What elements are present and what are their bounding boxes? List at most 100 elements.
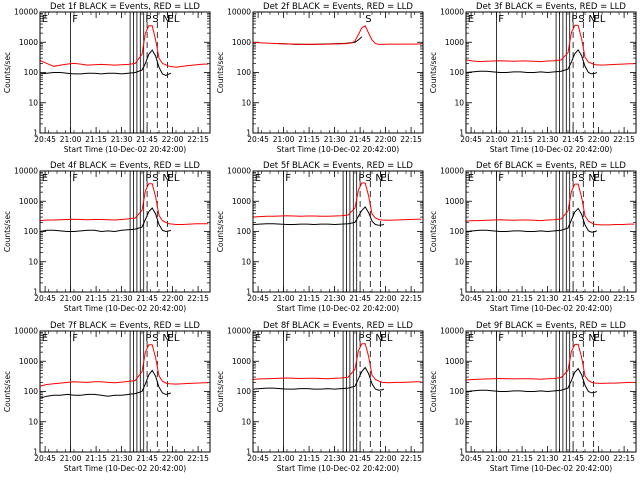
detector-panel-7: Det 7f BLACK = Events, RED = LLD Counts/s… [3,321,211,473]
x-tick-label: 21:45 [136,454,158,463]
x-tick-label: 22:15 [613,135,635,144]
interval-marker-label: EL [381,333,393,344]
y-axis-title: Counts/sec [216,52,225,93]
detector-panel-4: Det 4f BLACK = Events, RED = LLD Counts/s… [3,161,211,313]
x-tick-label: 22:00 [375,135,397,144]
interval-marker-label: F [72,173,78,184]
interval-marker-label: S [365,333,371,344]
events-series-line [253,366,385,391]
interval-marker-label: N [588,173,595,184]
y-tick-label: 10 [454,98,464,107]
plot-frame [465,170,637,293]
interval-marker-label: F [498,333,504,344]
y-axis-title: Counts/sec [3,211,12,252]
interval-marker-label: EL [168,14,180,25]
x-tick-label: 20:45 [460,454,482,463]
y-tick-label: 100 [450,68,465,77]
x-tick-label: 22:00 [588,135,610,144]
x-tick-label: 21:45 [562,135,584,144]
x-tick-label: 21:30 [537,135,559,144]
x-axis-title: Start Time (10-Dec-02 20:42:00) [277,464,399,473]
x-tick-label: 21:30 [111,294,133,303]
interval-marker-label: S [152,333,158,344]
x-tick-label: 21:15 [511,135,533,144]
interval-marker-label: EL [594,14,606,25]
interval-marker-label: F [285,333,291,344]
interval-marker-label: S [578,333,584,344]
y-axis-title: Counts/sec [216,371,225,412]
interval-marker-label: N [375,173,382,184]
y-axis-title: Counts/sec [3,52,12,93]
events-series-line [40,49,172,76]
y-tick-label: 10 [241,257,251,266]
x-tick-label: 21:30 [324,454,346,463]
events-series-line [40,207,172,233]
y-tick-label: 1000 [19,197,38,206]
interval-marker-label: E [255,173,261,184]
x-tick-label: 21:00 [273,135,295,144]
interval-marker-label: E [42,333,48,344]
events-series-line [466,207,598,233]
interval-marker-label: F [285,173,291,184]
x-tick-label: 20:45 [247,294,269,303]
detector-panel-3: Det 3f BLACK = Events, RED = LLD Counts/s… [429,2,637,154]
interval-marker-label: P [571,14,577,25]
lld-series-line [253,182,422,221]
x-tick-label: 21:00 [486,454,508,463]
x-tick-label: 21:45 [136,135,158,144]
interval-marker-label: P [358,333,364,344]
y-tick-label: 100 [24,387,39,396]
x-tick-label: 21:00 [486,294,508,303]
interval-marker-label: E [468,14,474,25]
x-tick-label: 21:15 [85,135,107,144]
interval-marker-label: P [571,173,577,184]
interval-marker-label: N [588,333,595,344]
x-tick-label: 22:15 [187,135,209,144]
x-tick-label: 22:15 [400,454,422,463]
x-tick-label: 20:45 [34,135,56,144]
x-tick-label: 22:15 [400,294,422,303]
y-tick-label: 10000 [440,327,464,336]
panel-title: Det 7f BLACK = Events, RED = LLD [50,321,200,331]
x-tick-label: 22:15 [613,454,635,463]
y-tick-label: 10000 [227,167,251,176]
x-tick-label: 21:15 [85,454,107,463]
interval-marker-label: P [145,333,151,344]
y-tick-label: 10 [454,257,464,266]
x-tick-label: 21:00 [273,294,295,303]
detector-panel-2: Det 2f BLACK = Events, RED = LLD Counts/s… [216,2,424,154]
x-tick-label: 22:00 [588,294,610,303]
y-axis-title: Counts/sec [429,52,438,93]
y-tick-label: 100 [237,68,252,77]
x-axis-title: Start Time (10-Dec-02 20:42:00) [277,145,399,154]
interval-marker-label: S [365,173,371,184]
y-tick-label: 1000 [19,38,38,47]
x-axis-title: Start Time (10-Dec-02 20:42:00) [64,464,186,473]
interval-marker-label: EL [168,333,180,344]
x-tick-label: 21:15 [85,294,107,303]
interval-marker-label: S [578,173,584,184]
y-tick-label: 10 [241,98,251,107]
x-axis-title: Start Time (10-Dec-02 20:42:00) [490,464,612,473]
lld-series-line [40,183,209,225]
panel-title: Det 3f BLACK = Events, RED = LLD [476,2,626,12]
y-tick-label: 1 [459,288,464,297]
x-tick-label: 21:15 [511,454,533,463]
interval-marker-label: N [162,333,169,344]
y-tick-label: 1 [246,288,251,297]
panel-title: Det 5f BLACK = Events, RED = LLD [263,161,413,171]
y-tick-label: 10000 [227,327,251,336]
y-tick-label: 1000 [19,357,38,366]
panel-title: Det 2f BLACK = Events, RED = LLD [263,2,413,12]
panel-title: Det 1f BLACK = Events, RED = LLD [50,2,200,12]
x-tick-label: 22:00 [588,454,610,463]
y-tick-label: 1 [459,129,464,138]
interval-marker-label: E [255,333,261,344]
detector-panel-6: Det 6f BLACK = Events, RED = LLD Counts/s… [429,161,637,313]
x-tick-label: 21:45 [349,135,371,144]
y-tick-label: 1000 [445,197,464,206]
interval-marker-label: N [588,14,595,25]
y-axis-title: Counts/sec [429,371,438,412]
interval-marker-label: F [72,14,78,25]
y-tick-label: 10000 [14,327,38,336]
